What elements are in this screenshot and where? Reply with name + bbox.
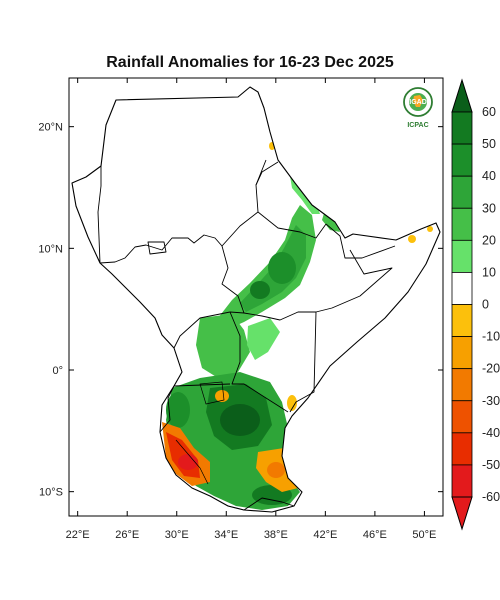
lake-victoria bbox=[199, 381, 225, 405]
anomaly-uganda bbox=[196, 314, 250, 378]
anomaly-spot-negative-1 bbox=[215, 390, 229, 402]
colorbar-band bbox=[451, 400, 473, 434]
y-axis: 20°N 10°N 0° 10°S bbox=[38, 122, 443, 499]
colorbar-band bbox=[451, 111, 473, 145]
border-djibouti-somaliland bbox=[325, 223, 396, 259]
x-tick-label: 34°E bbox=[214, 529, 238, 541]
anomaly-kenya-west bbox=[247, 318, 280, 360]
colorbar-bottom-arrow bbox=[451, 496, 473, 531]
anomaly-ethiopia-spot bbox=[250, 281, 270, 299]
border-lake-tanganyika bbox=[175, 439, 209, 485]
colorbar-label: -20 bbox=[482, 362, 500, 376]
border-ssudan-uganda bbox=[173, 311, 231, 349]
colorbar-label: -30 bbox=[482, 394, 500, 408]
x-tick-label: 38°E bbox=[264, 529, 288, 541]
colorbar-band bbox=[451, 368, 473, 402]
x-tick-label: 26°E bbox=[115, 529, 139, 541]
colorbar-band bbox=[451, 464, 473, 498]
anomaly-spot-negative-2 bbox=[287, 395, 297, 411]
x-axis: 22°E 26°E 30°E 34°E 38°E 42°E 46°E 50°E bbox=[66, 78, 436, 541]
border-rwanda-burundi bbox=[159, 385, 175, 433]
colorbar-band bbox=[451, 336, 473, 370]
border-ethiopia-north bbox=[257, 211, 327, 239]
colorbar-band bbox=[451, 304, 473, 337]
coastline bbox=[71, 86, 441, 513]
border-tz-south bbox=[227, 497, 295, 511]
anomaly-spot-somalia bbox=[408, 235, 416, 243]
colorbar-label: -40 bbox=[482, 426, 500, 440]
colorbar-label: 30 bbox=[482, 201, 496, 215]
colorbar-top-arrow bbox=[451, 78, 473, 113]
x-tick-label: 30°E bbox=[165, 529, 189, 541]
border-abyei bbox=[147, 241, 167, 255]
anomaly-ethiopia-core bbox=[268, 252, 296, 284]
border-kenya-north-east bbox=[243, 311, 317, 413]
anomaly-spot-cape bbox=[427, 226, 433, 232]
y-tick-label: 10°S bbox=[39, 487, 63, 499]
logo-bottom-text: ICPAC bbox=[407, 122, 428, 129]
y-tick-label: 0° bbox=[52, 365, 63, 377]
anomaly-se-spot bbox=[267, 462, 285, 478]
colorbar-label: 10 bbox=[482, 265, 496, 279]
colorbar-label: 60 bbox=[482, 105, 496, 119]
anomaly-lake-region bbox=[166, 392, 190, 428]
colorbar-label: 0 bbox=[482, 298, 489, 312]
colorbar-band bbox=[451, 272, 473, 305]
x-tick-label: 22°E bbox=[66, 529, 90, 541]
colorbar: 60 50 40 30 20 10 0 -10 -20 -30 -40 -50 -60 bbox=[451, 78, 500, 531]
border-sudan-west bbox=[97, 166, 102, 264]
colorbar-label: 20 bbox=[482, 233, 496, 247]
y-tick-label: 20°N bbox=[38, 122, 63, 134]
anomaly-west-peak-negative bbox=[178, 454, 198, 470]
map-title: Rainfall Anomalies for 16-23 Dec 2025 bbox=[106, 54, 394, 71]
border-sudan-south bbox=[99, 159, 267, 264]
colorbar-label: 50 bbox=[482, 137, 496, 151]
border-uganda-tz bbox=[173, 383, 231, 387]
colorbar-label: -60 bbox=[482, 490, 500, 504]
colorbar-label: 40 bbox=[482, 169, 496, 183]
colorbar-band bbox=[451, 143, 473, 177]
colorbar-band bbox=[451, 175, 473, 209]
colorbar-label: -10 bbox=[482, 330, 500, 344]
logo-top-text: IGAD bbox=[409, 99, 427, 106]
colorbar-band bbox=[451, 239, 473, 273]
x-tick-label: 50°E bbox=[412, 529, 436, 541]
anomaly-tanzania-peak bbox=[220, 404, 260, 436]
y-tick-label: 10°N bbox=[38, 243, 63, 255]
x-tick-label: 46°E bbox=[363, 529, 387, 541]
colorbar-band bbox=[451, 207, 473, 241]
border-eritrea bbox=[255, 161, 279, 186]
border-ethiopia-ssudan bbox=[221, 245, 245, 314]
colorbar-band bbox=[451, 432, 473, 466]
colorbar-label: -50 bbox=[482, 458, 500, 472]
country-borders bbox=[71, 86, 441, 513]
border-kenya-uganda-tz bbox=[229, 311, 289, 413]
logo-africa-icon bbox=[413, 95, 423, 107]
x-tick-label: 42°E bbox=[313, 529, 337, 541]
icpac-logo: IGAD ICPAC bbox=[403, 87, 433, 129]
border-ethiopia-somalia bbox=[315, 249, 393, 313]
